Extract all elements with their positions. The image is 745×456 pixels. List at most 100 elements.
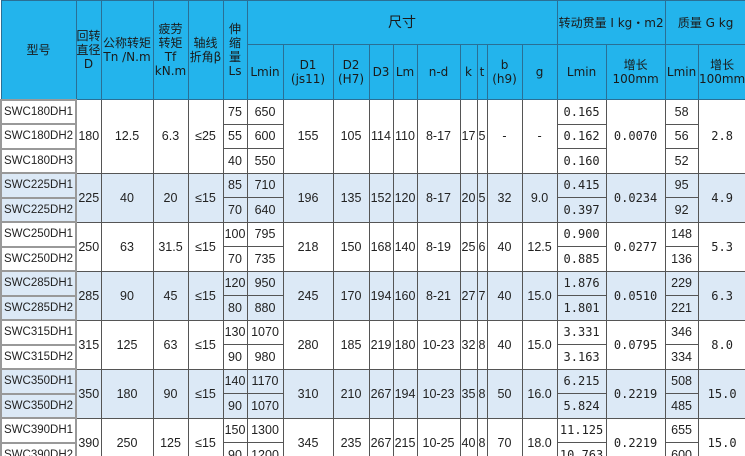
- cell-ls: 55: [222, 123, 248, 149]
- header-ls: 伸缩量Ls: [222, 0, 248, 100]
- cell-model: SWC250DH2: [0, 245, 77, 272]
- table-row: SWC350DH2 90 1070 5.824 485: [0, 392, 745, 419]
- cell-model: SWC225DH1: [0, 172, 77, 199]
- cell-tf: 63: [152, 319, 189, 370]
- cell-inertia-lmin: 1.801: [556, 295, 607, 321]
- cell-lmin: 1200: [246, 442, 284, 456]
- cell-beta: ≤15: [187, 368, 224, 419]
- cell-mass-lmin: 58: [664, 99, 699, 125]
- cell-nd: 8-17: [416, 172, 461, 223]
- cell-d: 180: [75, 99, 102, 174]
- cell-tn: 180: [100, 368, 154, 419]
- cell-k: 32: [459, 319, 478, 370]
- cell-model: SWC390DH1: [0, 417, 77, 444]
- cell-ls: 70: [222, 197, 248, 223]
- cell-lm: 140: [392, 221, 418, 272]
- cell-d3: 152: [368, 172, 394, 223]
- cell-lmin: 735: [246, 246, 284, 272]
- cell-model: SWC180DH2: [0, 123, 77, 150]
- cell-k: 40: [459, 417, 478, 456]
- header-i-lmin: Lmin: [556, 44, 607, 100]
- cell-ls: 75: [222, 99, 248, 125]
- cell-lmin: 880: [246, 295, 284, 321]
- table-row: SWC315DH2 90 980 3.163 334: [0, 343, 745, 370]
- cell-inertia-lmin: 6.215: [556, 368, 607, 394]
- cell-ls: 70: [222, 246, 248, 272]
- cell-model: SWC285DH1: [0, 270, 77, 297]
- cell-inertia-lmin: 0.397: [556, 197, 607, 223]
- cell-nd: 10-23: [416, 319, 461, 370]
- cell-lmin: 980: [246, 344, 284, 370]
- table-row: SWC250DH1 250 63 31.5 ≤15 100 795 218 150 168 140 8…: [0, 221, 745, 272]
- cell-lmin: 640: [246, 197, 284, 223]
- cell-inertia-inc: 0.0070: [605, 99, 666, 174]
- cell-inertia-inc: 0.0277: [605, 221, 666, 272]
- cell-nd: 10-25: [416, 417, 461, 456]
- cell-inertia-lmin: 11.125: [556, 417, 607, 443]
- table-row: SWC390DH2 90 1200 10.763 600: [0, 441, 745, 456]
- cell-tn: 63: [100, 221, 154, 272]
- cell-b: 40: [486, 221, 523, 272]
- cell-k: 27: [459, 270, 478, 321]
- header-d1: D1 (js11): [282, 44, 334, 100]
- table-row: SWC180DH3 40 550 0.160 52: [0, 147, 745, 174]
- cell-d2: 105: [332, 99, 370, 174]
- cell-tn: 250: [100, 417, 154, 456]
- header-g-lmin: Lmin: [664, 44, 699, 100]
- header-t: t: [476, 44, 488, 100]
- cell-tf: 6.3: [152, 99, 189, 174]
- cell-lm: 120: [392, 172, 418, 223]
- cell-inertia-lmin: 0.165: [556, 99, 607, 125]
- cell-ls: 100: [222, 221, 248, 247]
- header-g-inc: 增长 100mm: [697, 44, 745, 100]
- header-k: k: [459, 44, 478, 100]
- table-row: SWC250DH2 70 735 0.885 136: [0, 245, 745, 272]
- cell-ls: 130: [222, 319, 248, 345]
- table-row: SWC180DH1 180 12.5 6.3 ≤25 75 650 155 105 114 110 8…: [0, 98, 745, 174]
- cell-lmin: 1070: [246, 393, 284, 419]
- table-row: SWC285DH2 80 880 1.801 221: [0, 294, 745, 321]
- cell-k: 20: [459, 172, 478, 223]
- cell-mass-lmin: 221: [664, 295, 699, 321]
- table-row: SWC315DH1 315 125 63 ≤15 130 1070 280 185 219 180 1…: [0, 319, 745, 370]
- cell-nd: 8-19: [416, 221, 461, 272]
- cell-beta: ≤15: [187, 319, 224, 370]
- cell-mass-lmin: 508: [664, 368, 699, 394]
- cell-tf: 31.5: [152, 221, 189, 272]
- cell-inertia-lmin: 5.824: [556, 393, 607, 419]
- cell-k: 25: [459, 221, 478, 272]
- header-d3: D3: [368, 44, 394, 100]
- cell-mass-lmin: 95: [664, 172, 699, 198]
- cell-inertia-inc: 0.2219: [605, 417, 666, 456]
- cell-model: SWC180DH1: [0, 98, 77, 125]
- cell-mass-lmin: 485: [664, 393, 699, 419]
- cell-mass-inc: 6.3: [697, 270, 745, 321]
- cell-tf: 125: [152, 417, 189, 456]
- cell-mass-inc: 8.0: [697, 319, 745, 370]
- cell-d1: 155: [282, 99, 334, 174]
- table-row: SWC180DH2 55 600 0.162 56: [0, 123, 745, 150]
- cell-tf: 45: [152, 270, 189, 321]
- cell-d2: 150: [332, 221, 370, 272]
- cell-model: SWC225DH2: [0, 196, 77, 223]
- header-g: g: [521, 44, 558, 100]
- cell-g: 15.0: [521, 270, 558, 321]
- cell-mass-inc: 15.0: [697, 368, 745, 419]
- cell-tn: 90: [100, 270, 154, 321]
- cell-inertia-lmin: 0.900: [556, 221, 607, 247]
- cell-inertia-inc: 0.0234: [605, 172, 666, 223]
- cell-mass-lmin: 600: [664, 442, 699, 456]
- cell-inertia-inc: 0.0510: [605, 270, 666, 321]
- cell-mass-lmin: 136: [664, 246, 699, 272]
- cell-d1: 245: [282, 270, 334, 321]
- cell-k: 35: [459, 368, 478, 419]
- header-tf: 疲劳转矩Tf kN.m: [152, 0, 189, 100]
- table-body: SWC180DH1 180 12.5 6.3 ≤25 75 650 155 105 114 110 8…: [0, 98, 745, 456]
- cell-d2: 185: [332, 319, 370, 370]
- cell-d1: 310: [282, 368, 334, 419]
- cell-b: 40: [486, 270, 523, 321]
- cell-g: 18.0: [521, 417, 558, 456]
- cell-model: SWC315DH2: [0, 343, 77, 370]
- cell-model: SWC285DH2: [0, 294, 77, 321]
